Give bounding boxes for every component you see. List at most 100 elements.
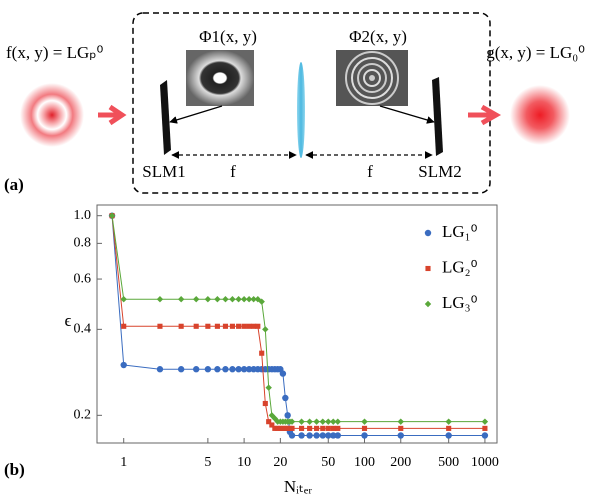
marker: [108, 212, 116, 219]
marker: [192, 366, 200, 373]
marker: [204, 366, 212, 373]
x-tick-label: 1000: [471, 455, 499, 470]
marker: [178, 323, 184, 329]
marker: [266, 419, 272, 425]
marker: [397, 418, 404, 425]
legend-marker: [425, 265, 431, 272]
pointer-1: [169, 105, 223, 124]
marker: [307, 425, 313, 431]
marker: [272, 425, 278, 431]
marker: [245, 366, 253, 373]
marker: [361, 425, 368, 431]
x-tick-label: 100: [354, 455, 375, 470]
marker: [205, 323, 211, 329]
marker: [246, 323, 252, 329]
marker: [236, 323, 242, 329]
marker: [325, 432, 332, 439]
input-label: f(x, y) = LGₚ⁰: [6, 43, 104, 62]
legend-label: LG₁⁰: [442, 222, 478, 241]
marker: [250, 296, 257, 303]
marker: [262, 400, 268, 407]
phase-label-2: Φ2(x, y): [349, 27, 407, 46]
series-line: [111, 215, 485, 436]
y-tick-label: 1.0: [74, 208, 92, 223]
focal-label-1: f: [230, 162, 236, 181]
marker: [330, 418, 337, 425]
marker: [235, 296, 242, 303]
marker: [288, 432, 296, 439]
marker: [156, 296, 164, 303]
panel-label-b: (b): [4, 460, 25, 479]
pointer-2: [379, 105, 435, 124]
slm-2: [432, 77, 443, 156]
marker: [330, 425, 336, 431]
input-beam: [20, 83, 84, 147]
marker: [275, 425, 281, 431]
arrow-in: [98, 104, 127, 126]
marker: [193, 323, 199, 329]
marker: [314, 425, 320, 431]
x-axis-label: Nᵢₜₑᵣ: [284, 477, 312, 496]
marker: [157, 323, 163, 329]
marker: [284, 412, 291, 419]
slm-label-2: SLM2: [418, 162, 461, 181]
marker: [222, 296, 229, 303]
marker: [288, 418, 296, 425]
marker: [298, 432, 305, 439]
panel-a: f(x, y) = LGₚ⁰ g(x, y) = LG₀⁰ Φ1(x, y) Φ…: [4, 12, 585, 194]
marker: [255, 323, 261, 329]
marker: [319, 418, 326, 425]
marker: [229, 323, 236, 329]
output-label: g(x, y) = LG₀⁰: [486, 43, 585, 62]
marker: [214, 366, 221, 373]
marker: [361, 418, 368, 425]
legend-marker: [424, 229, 432, 237]
marker: [204, 296, 212, 303]
marker: [398, 425, 404, 431]
x-tick-label: 1: [120, 455, 127, 470]
marker: [120, 296, 127, 303]
marker: [265, 384, 272, 391]
marker: [330, 432, 337, 439]
marker: [445, 432, 452, 439]
marker: [334, 432, 342, 439]
marker: [241, 323, 247, 329]
y-tick-label: 0.8: [74, 236, 92, 251]
marker: [121, 323, 127, 329]
marker: [214, 323, 220, 329]
marker: [222, 323, 229, 329]
arrow-out: [468, 104, 502, 126]
marker: [229, 296, 236, 303]
marker: [481, 418, 489, 425]
y-tick-label: 0.6: [74, 271, 92, 286]
marker: [282, 394, 289, 402]
y-tick-label: 0.4: [74, 322, 92, 337]
marker: [262, 326, 269, 333]
marker: [306, 418, 313, 425]
x-tick-label: 5: [204, 455, 211, 470]
legend-label: LG₂⁰: [442, 257, 478, 276]
series-line: [111, 215, 485, 429]
focal-label-2: f: [367, 162, 373, 181]
marker: [313, 432, 320, 439]
legend-label: LG₃⁰: [442, 293, 478, 312]
marker: [222, 366, 229, 373]
marker: [177, 366, 185, 373]
marker: [120, 361, 127, 369]
marker: [177, 296, 185, 303]
marker: [361, 432, 368, 439]
slm-1: [160, 80, 171, 155]
marker: [320, 425, 326, 431]
marker: [335, 425, 341, 431]
x-tick-label: 20: [273, 455, 287, 470]
series-line: [111, 215, 485, 423]
marker: [279, 370, 287, 377]
marker: [325, 418, 332, 425]
phase-image-1: [186, 50, 254, 106]
legend-marker: [424, 300, 432, 308]
y-axis-label: ϵ: [65, 311, 72, 330]
marker: [397, 432, 404, 439]
marker: [235, 366, 242, 373]
marker: [446, 425, 452, 431]
